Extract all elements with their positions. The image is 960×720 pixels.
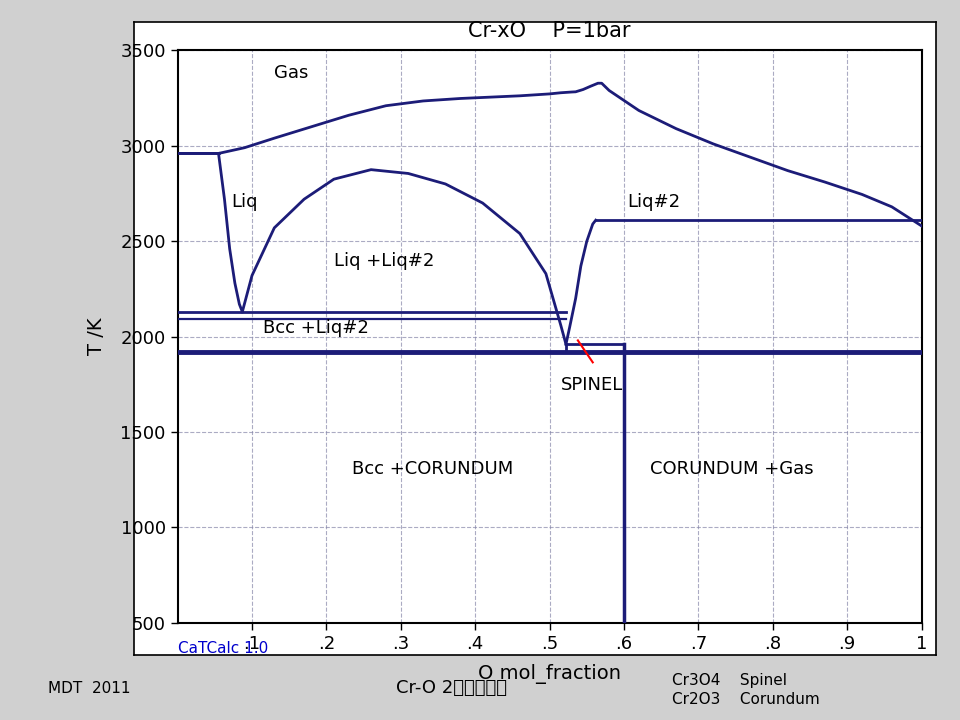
Text: Bcc +Liq#2: Bcc +Liq#2	[263, 319, 369, 337]
Y-axis label: T /K: T /K	[87, 318, 107, 356]
Text: Liq#2: Liq#2	[628, 193, 681, 211]
Text: Liq: Liq	[231, 193, 257, 211]
Text: Bcc +CORUNDUM: Bcc +CORUNDUM	[352, 460, 514, 478]
Text: Cr2O3    Corundum: Cr2O3 Corundum	[672, 692, 820, 707]
Text: Liq +Liq#2: Liq +Liq#2	[334, 252, 434, 270]
Text: CaTCalc 1.0: CaTCalc 1.0	[178, 641, 268, 656]
Text: MDT  2011: MDT 2011	[48, 680, 131, 696]
X-axis label: O mol_fraction: O mol_fraction	[478, 664, 621, 684]
Title: Cr-xO    P=1bar: Cr-xO P=1bar	[468, 20, 631, 40]
Text: Cr-O 2元系状態図: Cr-O 2元系状態図	[396, 679, 507, 697]
Text: CORUNDUM +Gas: CORUNDUM +Gas	[650, 460, 814, 478]
Text: SPINEL: SPINEL	[561, 376, 623, 394]
Text: Gas: Gas	[275, 64, 309, 82]
Text: Cr3O4    Spinel: Cr3O4 Spinel	[672, 673, 787, 688]
